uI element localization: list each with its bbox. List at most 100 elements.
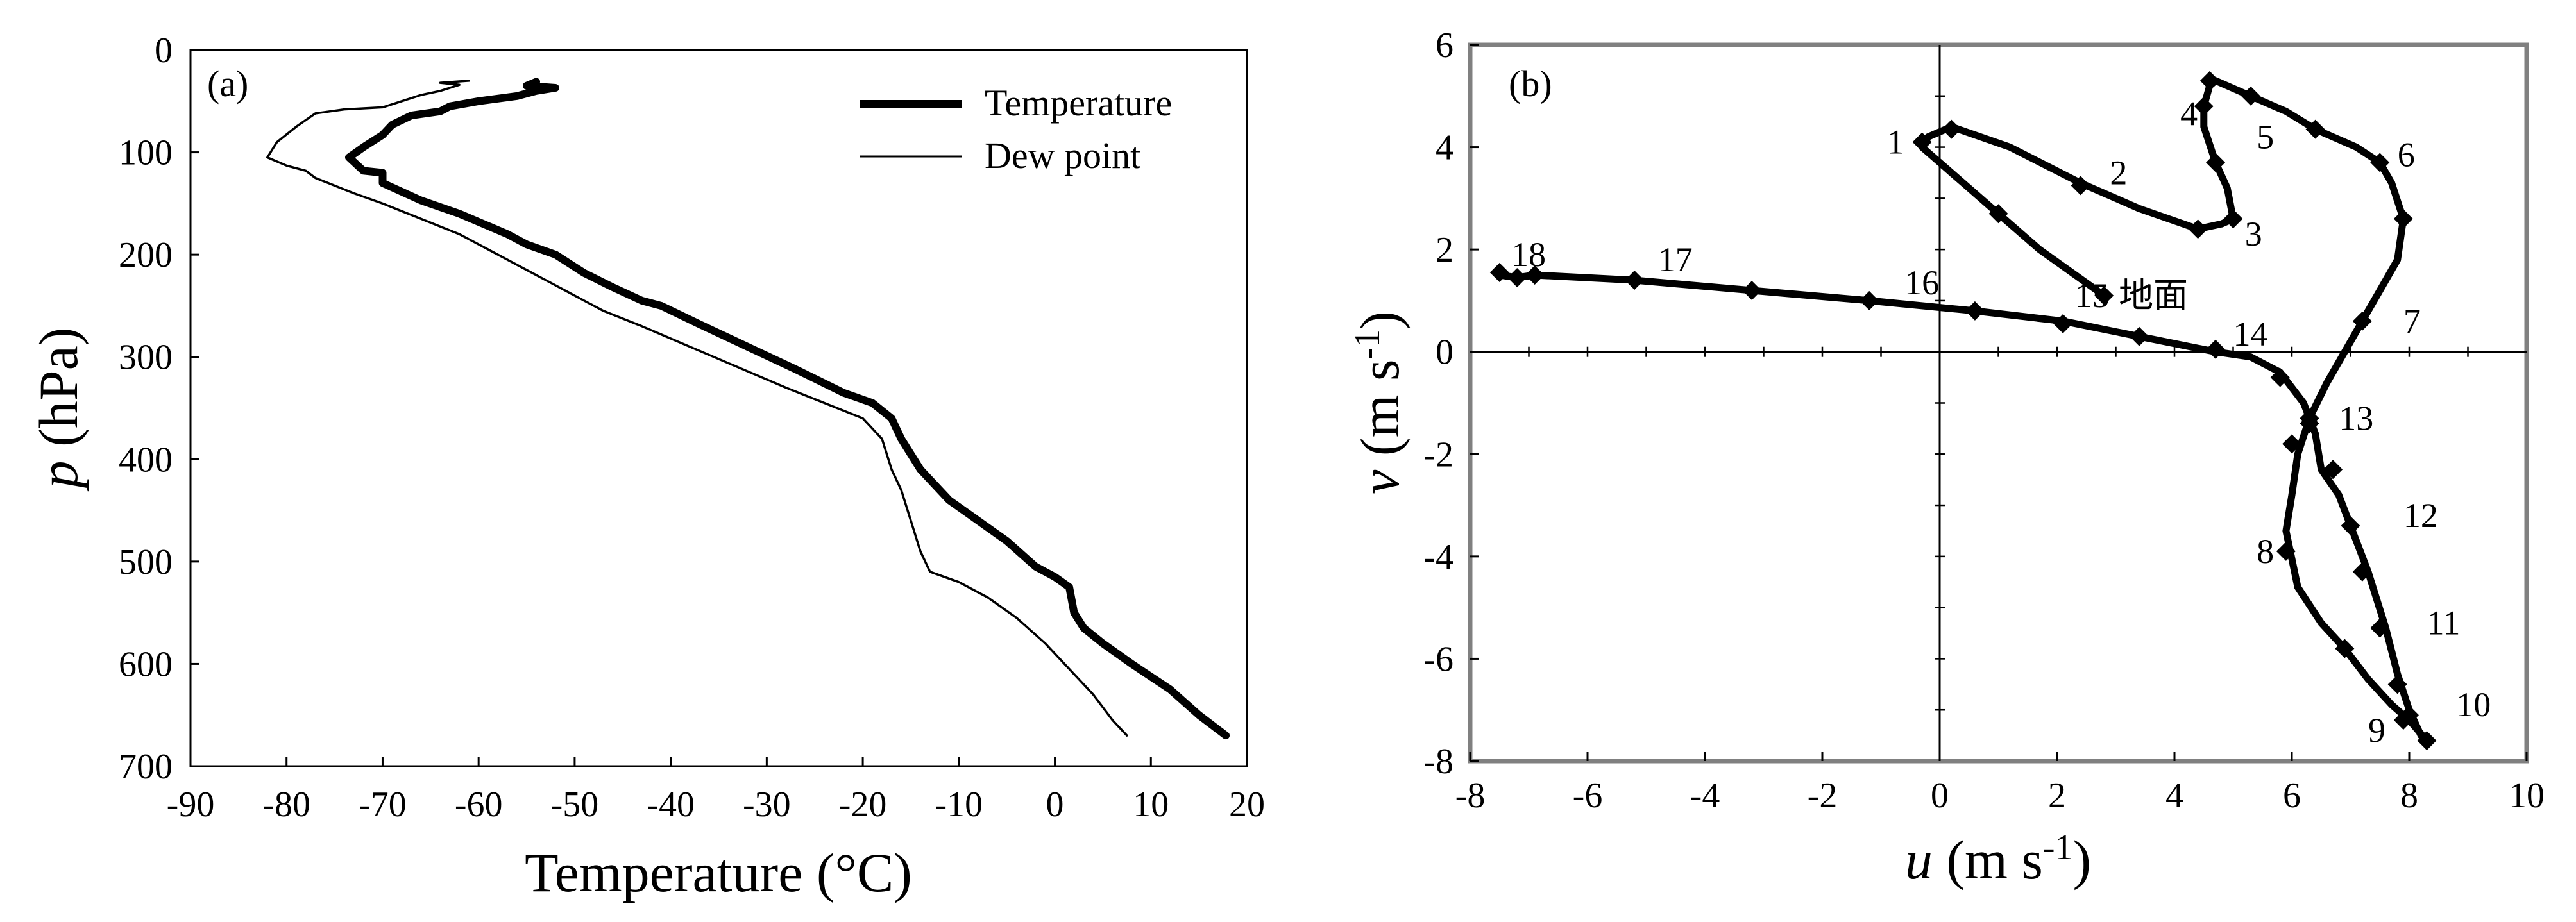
panel-b-x-axis-title: u (m s-1) <box>1905 828 2091 891</box>
panel-b-x-tick-label: 6 <box>2283 776 2301 816</box>
panel-a-y-tick-label: 400 <box>119 440 173 480</box>
hodograph-diamond-marker <box>2053 314 2073 333</box>
panel-a-label: (a) <box>207 63 248 105</box>
panel-b-x-axis-exponent: -1 <box>2043 828 2073 868</box>
hodograph-diamond-marker <box>2370 153 2390 172</box>
hodograph-diamond-marker <box>2206 339 2226 359</box>
panel-b-x-tick-label: 8 <box>2400 776 2418 816</box>
panel-a-y-tick-label: 100 <box>119 133 173 173</box>
height-level-label: 5 <box>2257 118 2274 156</box>
panel-a-y-ticks: 0 100 200 300 400 500 600 700 <box>119 31 199 787</box>
hodograph-diamond-marker <box>2323 460 2343 480</box>
height-level-label: 18 <box>1511 235 1546 274</box>
panel-b-x-tick-label: -2 <box>1808 776 1838 816</box>
panel-b-y-axis-exponent: -1 <box>1348 330 1387 360</box>
height-level-label: 12 <box>2403 496 2438 535</box>
panel-b-x-axis-close: ) <box>2073 829 2092 891</box>
hodograph-diamond-marker <box>1625 271 1645 290</box>
hodograph-diamond-marker <box>2305 119 2325 139</box>
panel-a-y-tick-label: 200 <box>119 235 173 275</box>
panel-b-x-axis-units: (m s <box>1933 829 2043 891</box>
panel-a-series <box>266 78 1230 740</box>
height-level-label: 6 <box>2398 136 2415 174</box>
hodograph-line <box>1496 77 2430 744</box>
legend-temperature-label: Temperature <box>985 82 1172 124</box>
height-level-label: 13 <box>2339 399 2373 437</box>
hodograph-diamond-marker <box>2206 153 2226 172</box>
hodograph-diamond-marker <box>2387 675 2407 694</box>
panel-b-y-tick-label: -4 <box>1423 537 1453 577</box>
height-level-label: 14 <box>2233 315 2268 353</box>
height-level-label: 9 <box>2368 711 2385 750</box>
panel-a-x-axis-title: Temperature (°C) <box>525 842 912 903</box>
legend-dewpoint-label: Dew point <box>985 135 1140 176</box>
panel-b-y-axis-close: ) <box>1349 311 1411 330</box>
hodograph-diamond-marker <box>1912 132 1932 152</box>
hodograph-diamond-marker <box>2370 618 2390 638</box>
height-level-label: 3 <box>2245 215 2262 253</box>
dew-point-line <box>266 80 1128 737</box>
hodograph-diamond-marker <box>2188 219 2208 239</box>
panel-b-x-tick-label: -4 <box>1690 776 1720 816</box>
hodograph-diamond-marker <box>1507 268 1527 288</box>
panel-b-zero-axes <box>1470 45 2527 761</box>
hodograph-diamond-marker <box>2199 71 2219 90</box>
height-level-label: 17 <box>1658 240 1693 279</box>
panel-a-x-tick-label: 10 <box>1133 785 1169 825</box>
panel-a-x-tick-label: -50 <box>551 785 599 825</box>
panel-a-y-axis-symbol: p <box>28 460 89 492</box>
hodograph-diamond-marker <box>2194 96 2214 116</box>
panel-a-y-tick-label: 500 <box>119 542 173 582</box>
hodograph-diamond-marker <box>1525 265 1545 285</box>
height-level-label: 7 <box>2403 302 2421 340</box>
hodograph-diamond-marker <box>1489 263 1509 283</box>
panel-b-y-axis-title: v (m s-1) <box>1348 311 1411 494</box>
hodograph-diamond-marker <box>2300 414 2319 433</box>
panel-b-y-tick-label: -6 <box>1423 639 1453 679</box>
panel-a-y-tick-label: 0 <box>155 31 173 71</box>
panel-b-y-tick-label: -8 <box>1423 742 1453 782</box>
hodograph-diamond-marker <box>2071 176 2090 196</box>
panel-a-x-tick-label: -80 <box>262 785 310 825</box>
hodograph-diamond-marker <box>2335 639 2355 658</box>
panel-a-x-tick-label: -40 <box>647 785 695 825</box>
panel-b-y-axis-units: (m s <box>1349 360 1411 470</box>
panel-a-x-ticks: -90 -80 -70 -60 -50 -40 -30 -20 -10 0 10 20 <box>167 757 1265 825</box>
panel-b-x-tick-label: -6 <box>1573 776 1603 816</box>
panel-b-x-tick-label: -8 <box>1455 776 1486 816</box>
hodograph-diamond-marker <box>2341 515 2360 535</box>
hodograph-diamond-marker <box>2223 209 2243 229</box>
panel-a-x-tick-label: -60 <box>455 785 503 825</box>
panel-b-y-axis-symbol: v <box>1349 469 1411 494</box>
panel-b-y-tick-label: 4 <box>1436 128 1453 168</box>
hodograph-diamond-marker <box>2417 731 2437 751</box>
height-level-label: 16 <box>1904 264 1939 302</box>
panel-a-sounding-chart: -90 -80 -70 -60 -50 -40 -30 -20 -10 0 10 20 0 100 200… <box>28 31 1265 903</box>
hodograph-diamond-marker <box>2282 434 2301 454</box>
panel-b-markers <box>1489 71 2437 751</box>
panel-b-y-tick-label: 2 <box>1436 230 1453 270</box>
panel-b-y-tick-label: -2 <box>1423 435 1453 474</box>
hodograph-diamond-marker <box>2400 705 2419 725</box>
hodograph-diamond-marker <box>1742 280 1762 300</box>
panel-b-x-tick-label: 2 <box>2048 776 2066 816</box>
hodograph-diamond-marker <box>2130 326 2149 346</box>
panel-b-y-tick-label: 6 <box>1436 26 1453 65</box>
height-level-label: 4 <box>2180 95 2198 133</box>
panel-b-label: (b) <box>1509 63 1552 105</box>
panel-b-x-ticks: -8 -6 -4 -2 0 2 4 6 8 10 <box>1455 752 2545 816</box>
hodograph-diamond-marker <box>1942 119 1962 139</box>
hodograph-diamond-marker <box>1965 301 1985 321</box>
hodograph-diamond-marker <box>1988 204 2008 224</box>
panel-b-x-tick-label: 10 <box>2509 776 2545 816</box>
panel-a-x-tick-label: 20 <box>1229 785 1265 825</box>
hodograph-diamond-marker <box>2393 209 2413 229</box>
panel-b-y-ticks: -8 -6 -4 -2 0 2 4 6 <box>1423 26 1479 782</box>
panel-a-x-tick-label: -20 <box>839 785 887 825</box>
panel-a-y-tick-label: 300 <box>119 338 173 378</box>
height-level-label: 2 <box>2110 153 2127 192</box>
panel-a-y-tick-label: 600 <box>119 644 173 684</box>
panel-a-x-tick-label: -70 <box>359 785 407 825</box>
